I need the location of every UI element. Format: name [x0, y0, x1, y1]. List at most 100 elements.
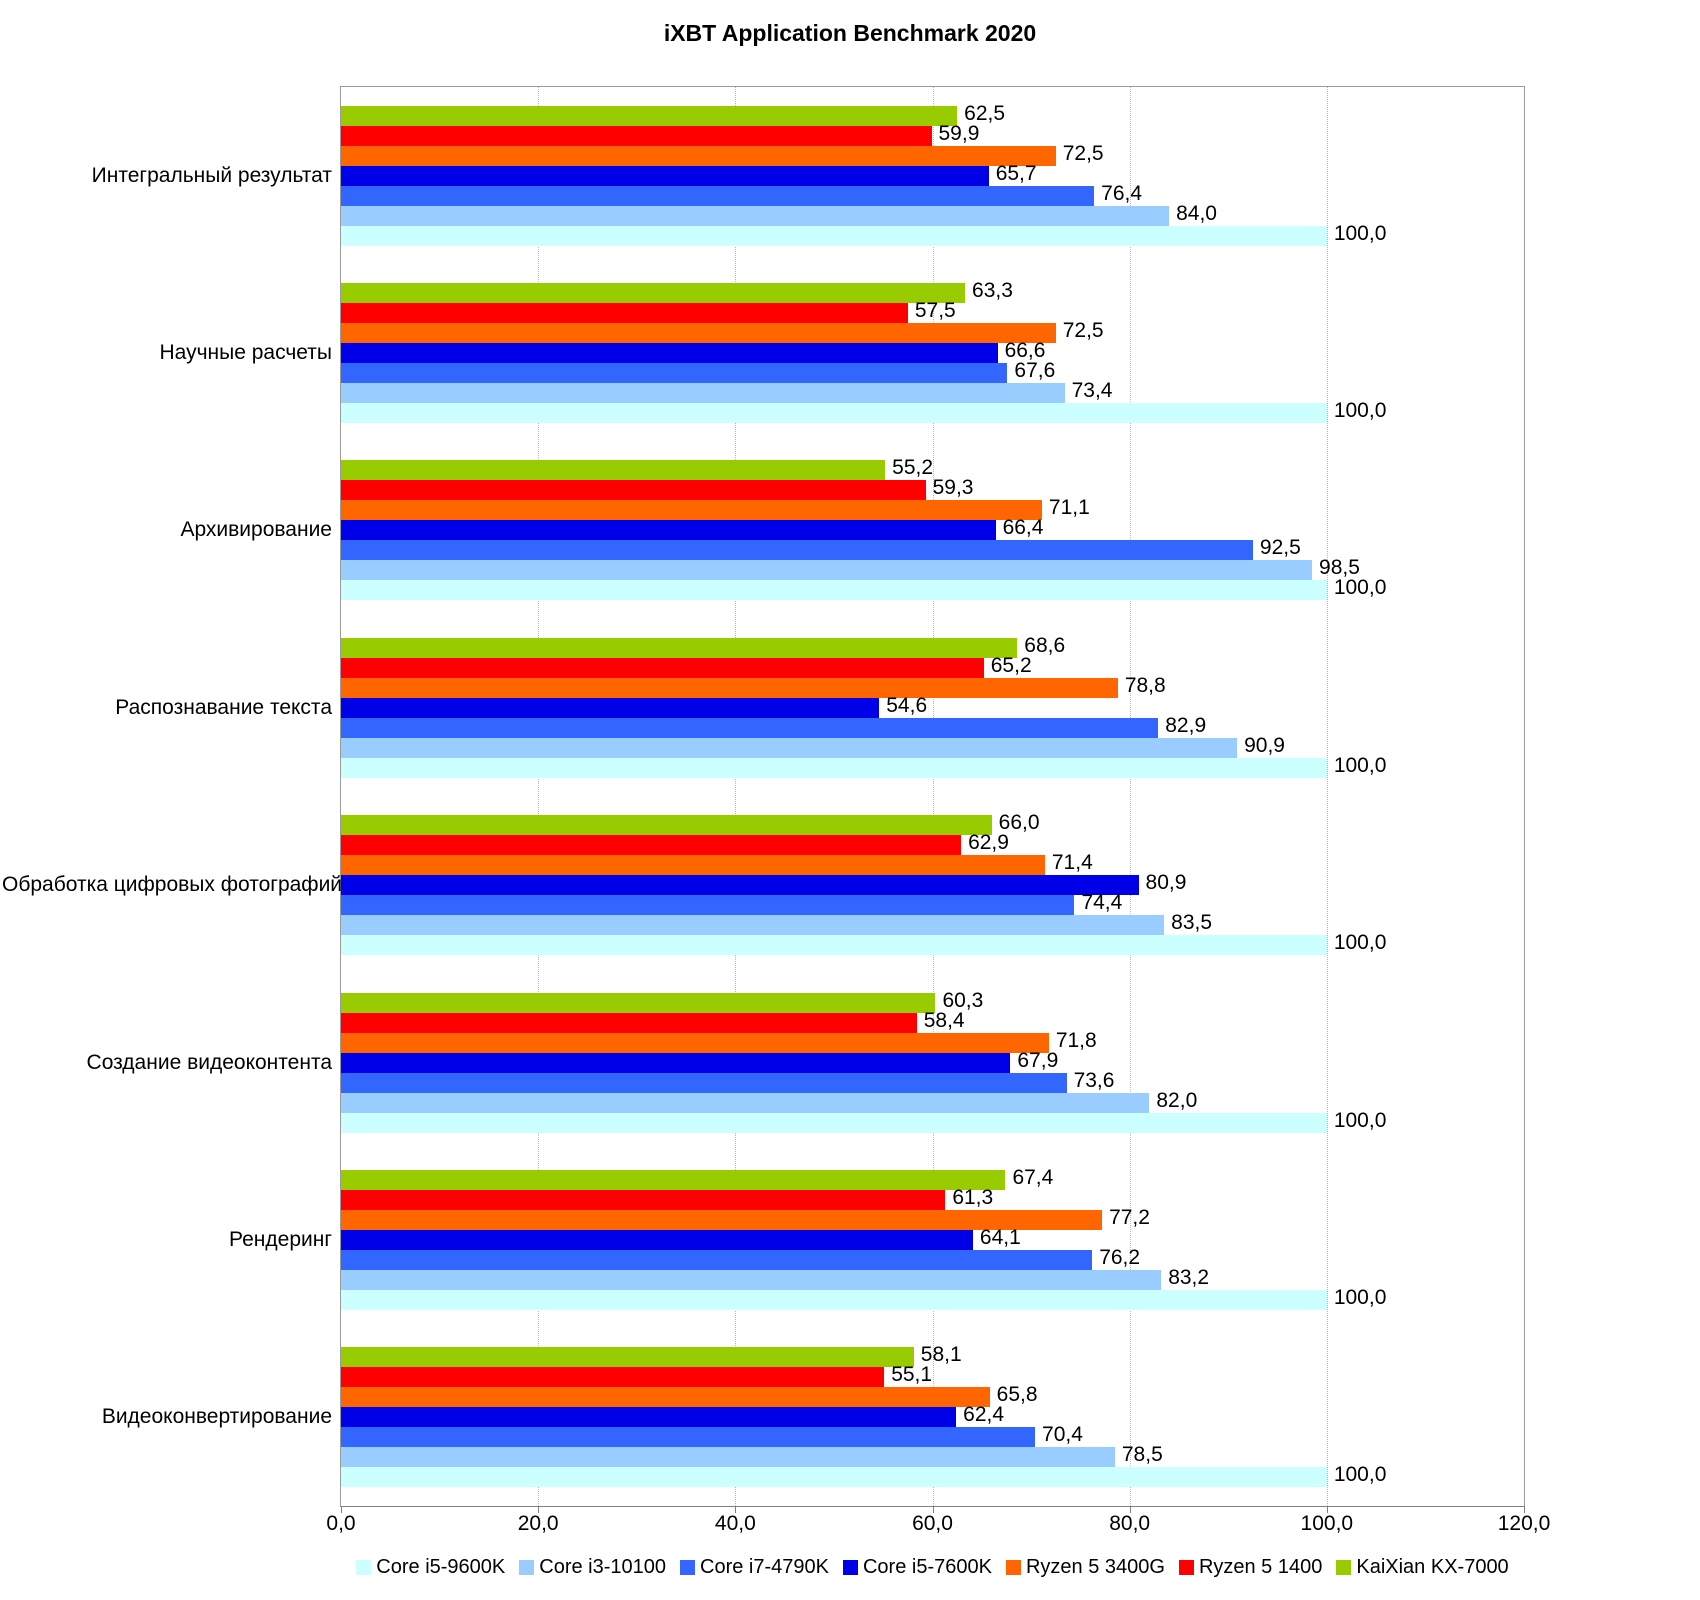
- axis-tick: [1129, 1506, 1131, 1513]
- bar: [341, 460, 886, 481]
- value-label: 78,8: [1124, 673, 1166, 697]
- value-label: 66,4: [1002, 516, 1044, 540]
- category-label: Обработка цифровых фотографий: [2, 873, 343, 897]
- bar: [341, 1032, 1049, 1053]
- value-label: 60,3: [942, 988, 984, 1012]
- bar: [341, 125, 932, 146]
- legend-item: KaiXian KX-7000: [1336, 1556, 1509, 1579]
- gridline: [932, 87, 934, 1506]
- bar: [341, 697, 880, 718]
- value-label: 100,0: [1333, 576, 1387, 600]
- bar: [341, 303, 908, 324]
- legend-swatch: [356, 1560, 372, 1575]
- value-label: 54,6: [886, 693, 928, 717]
- value-label: 68,6: [1024, 633, 1066, 657]
- bar: [341, 1367, 885, 1388]
- bar: [341, 757, 1327, 778]
- bar: [341, 1012, 917, 1033]
- bar: [341, 915, 1165, 936]
- value-label: 67,4: [1012, 1165, 1054, 1189]
- bar: [341, 283, 966, 304]
- bar: [341, 815, 992, 836]
- value-label: 71,4: [1051, 851, 1093, 875]
- value-label: 100,0: [1333, 931, 1387, 955]
- bar: [341, 1092, 1150, 1113]
- bar: [341, 185, 1095, 206]
- category-label: Распознавание текста: [115, 695, 332, 719]
- bar: [341, 677, 1118, 698]
- value-label: 71,1: [1048, 496, 1090, 520]
- legend-item: Ryzen 5 1400: [1178, 1556, 1322, 1579]
- x-tick-label: 40,0: [714, 1512, 756, 1535]
- bar: [341, 1189, 946, 1210]
- legend-swatch: [519, 1560, 535, 1575]
- axis-tick: [735, 1506, 737, 1513]
- bar: [341, 105, 958, 126]
- bar: [341, 1347, 914, 1368]
- value-label: 73,4: [1071, 379, 1113, 403]
- axis-tick: [1326, 1506, 1328, 1513]
- axis-tick: [538, 1506, 540, 1513]
- value-label: 62,5: [964, 101, 1006, 125]
- value-label: 67,6: [1014, 359, 1056, 383]
- value-label: 67,9: [1017, 1048, 1059, 1072]
- category-label: Рендеринг: [229, 1227, 332, 1251]
- value-label: 71,8: [1055, 1028, 1097, 1052]
- bar: [341, 540, 1253, 561]
- legend-swatch: [842, 1560, 858, 1575]
- bar: [341, 875, 1139, 896]
- x-tick-label: 0,0: [326, 1512, 356, 1535]
- bar: [341, 403, 1327, 424]
- axis-tick: [932, 1506, 934, 1513]
- value-label: 100,0: [1333, 1463, 1387, 1487]
- legend-label: Core i5-9600K: [376, 1556, 506, 1578]
- category-label: Архивирование: [180, 518, 332, 542]
- value-label: 100,0: [1333, 1285, 1387, 1309]
- bar: [341, 520, 996, 541]
- legend-swatch: [680, 1560, 696, 1575]
- category-label: Видеоконвертирование: [101, 1405, 332, 1429]
- value-label: 62,4: [963, 1403, 1005, 1427]
- bar: [341, 1072, 1067, 1093]
- value-label: 78,5: [1121, 1443, 1163, 1467]
- legend-item: Ryzen 5 3400G: [1005, 1556, 1165, 1579]
- value-label: 77,2: [1109, 1205, 1150, 1229]
- legend-swatch: [1005, 1560, 1021, 1575]
- value-label: 65,2: [990, 653, 1032, 677]
- bar: [341, 500, 1042, 521]
- value-label: 58,4: [923, 1008, 965, 1032]
- value-label: 66,0: [998, 811, 1040, 835]
- bar: [341, 637, 1018, 658]
- bar: [341, 1387, 990, 1408]
- value-label: 100,0: [1333, 221, 1387, 245]
- value-label: 100,0: [1333, 1108, 1387, 1132]
- value-label: 98,5: [1319, 556, 1360, 580]
- bar: [341, 343, 998, 364]
- bar: [341, 737, 1238, 758]
- x-tick-label: 120,0: [1497, 1512, 1551, 1535]
- bar: [341, 657, 984, 678]
- bar: [341, 992, 936, 1013]
- bar: [341, 1269, 1162, 1290]
- category-label: Научные расчеты: [159, 341, 332, 365]
- value-label: 73,6: [1073, 1068, 1115, 1092]
- bar: [341, 1249, 1093, 1270]
- legend-swatch: [1336, 1560, 1352, 1575]
- bar: [341, 323, 1056, 344]
- bar: [341, 1289, 1327, 1310]
- value-label: 83,5: [1171, 911, 1213, 935]
- legend: Core i5-9600K Core i3-10100 Core i7-4790K C…: [340, 1556, 1525, 1579]
- x-tick-label: 60,0: [912, 1512, 953, 1535]
- value-label: 61,3: [952, 1185, 994, 1209]
- value-label: 62,9: [968, 831, 1009, 855]
- value-label: 90,9: [1244, 733, 1285, 757]
- x-tick-label: 20,0: [517, 1512, 559, 1535]
- bar: [341, 935, 1327, 956]
- value-label: 74,4: [1081, 891, 1123, 915]
- bar: [341, 717, 1159, 738]
- value-label: 76,4: [1101, 181, 1143, 205]
- gridline: [1326, 87, 1328, 1506]
- bar: [341, 205, 1170, 226]
- gridline: [735, 87, 737, 1506]
